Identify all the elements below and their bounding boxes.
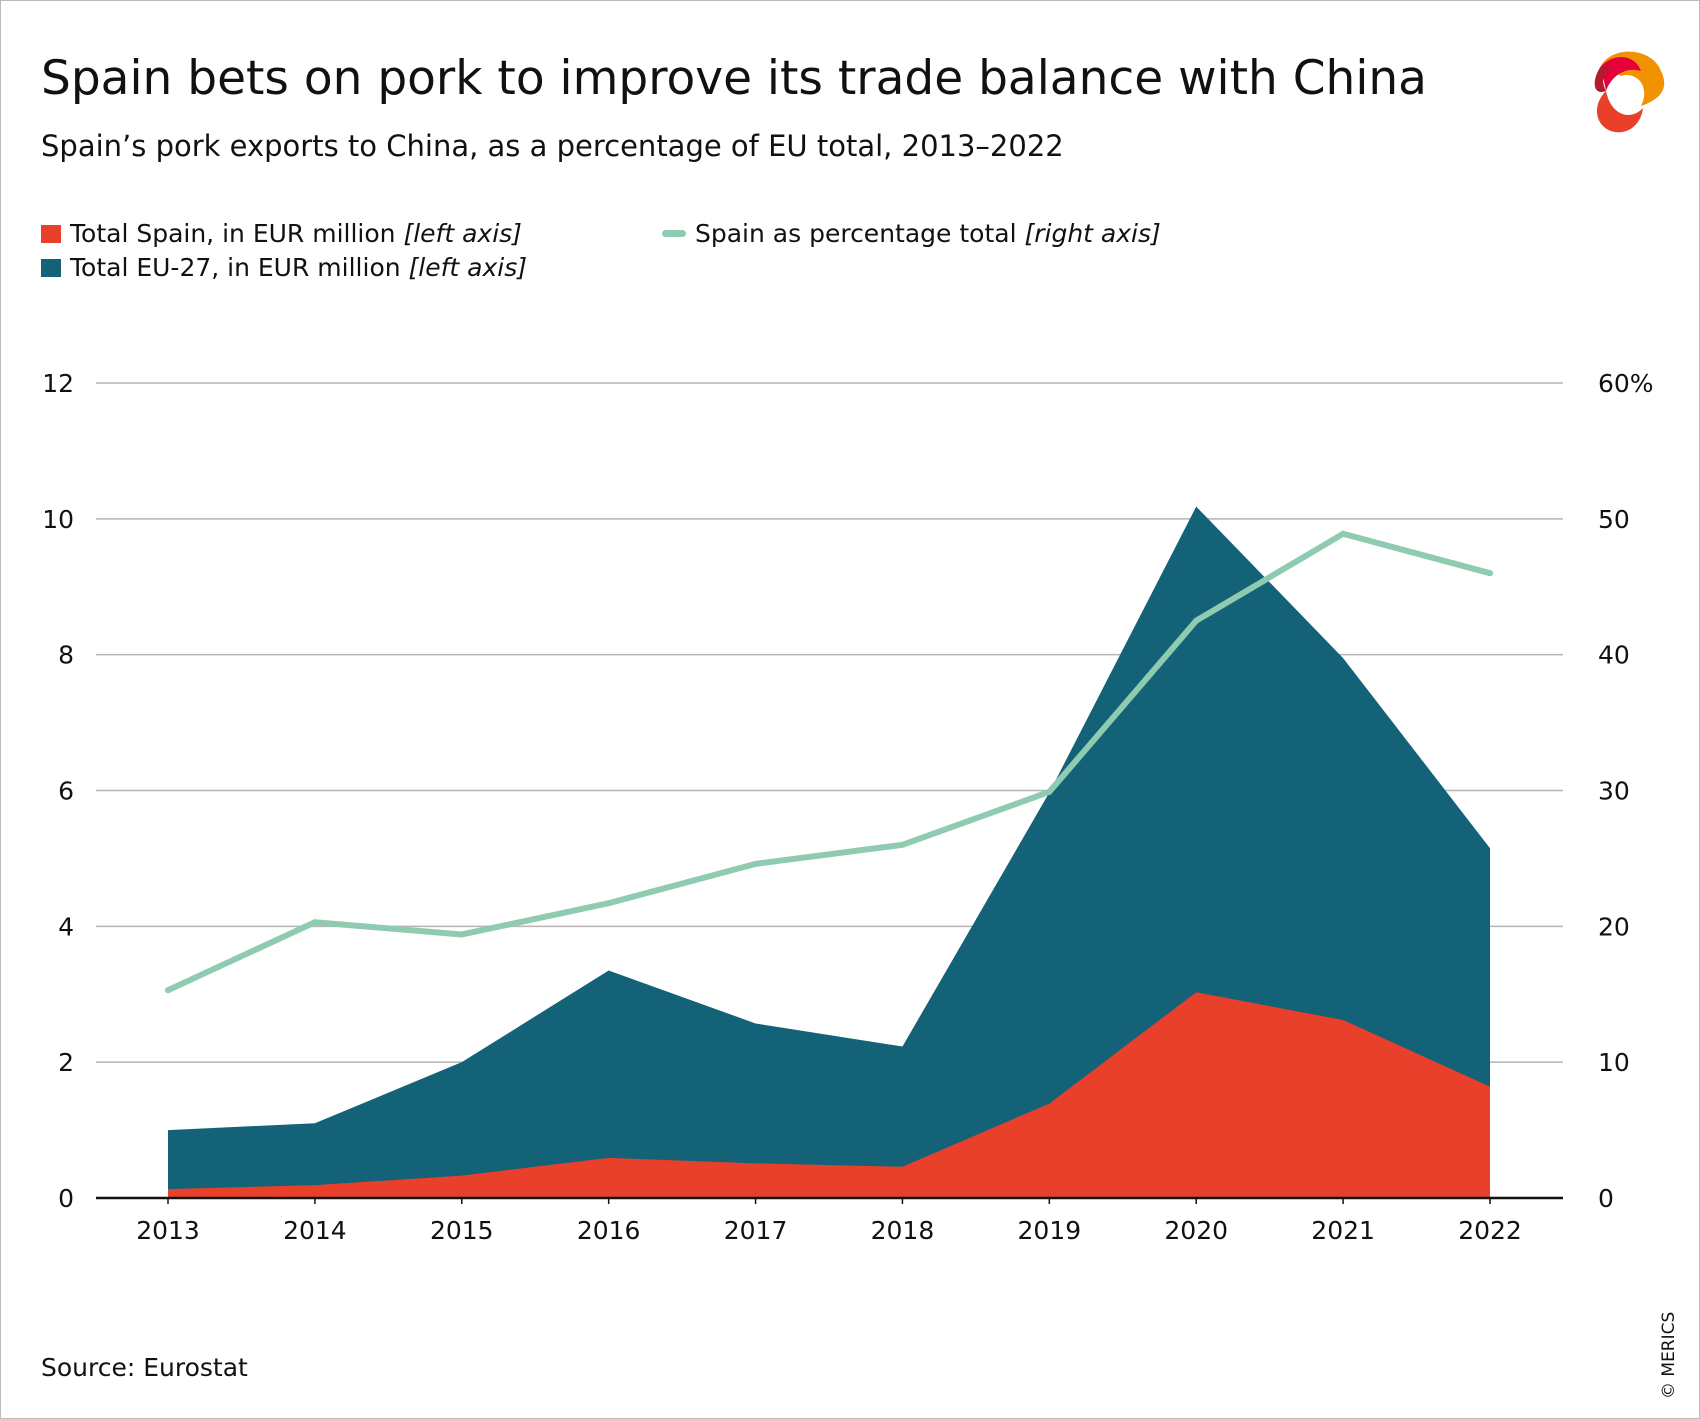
y-right-tick-label: 50 bbox=[1598, 505, 1630, 534]
y-right-tick-label: 20 bbox=[1598, 912, 1630, 941]
line-point bbox=[1046, 788, 1053, 795]
source-note: Source: Eurostat bbox=[41, 1353, 248, 1382]
line-point bbox=[605, 900, 612, 907]
legend-swatch-percentage bbox=[662, 230, 686, 237]
copyright-credit: © MERICS bbox=[1659, 1311, 1679, 1399]
x-tick-label: 2019 bbox=[1018, 1216, 1082, 1245]
line-point bbox=[165, 987, 171, 994]
area-series-1 bbox=[168, 992, 1490, 1198]
line-point bbox=[1340, 530, 1347, 537]
x-tick-label: 2013 bbox=[136, 1216, 200, 1245]
y-left-tick-label: 8 bbox=[58, 641, 74, 670]
x-tick-label: 2014 bbox=[283, 1216, 347, 1245]
x-tick-label: 2017 bbox=[724, 1216, 788, 1245]
legend-swatch-spain bbox=[41, 224, 61, 243]
merics-logo bbox=[1594, 51, 1665, 133]
y-right-tick-label: 10 bbox=[1598, 1048, 1630, 1077]
legend-label: Total EU-27, in EUR million bbox=[70, 253, 409, 282]
legend-item-spain: Total Spain, in EUR million [left axis] bbox=[41, 219, 522, 248]
x-tick-label: 2020 bbox=[1164, 1216, 1228, 1245]
line-point bbox=[1193, 617, 1200, 624]
legend-swatch-eu27 bbox=[41, 258, 61, 277]
x-tick-label: 2016 bbox=[577, 1216, 641, 1245]
y-left-tick-label: 6 bbox=[58, 777, 74, 806]
legend-label: Spain as percentage total bbox=[695, 219, 1025, 248]
line-point bbox=[899, 841, 906, 848]
x-tick-label: 2018 bbox=[871, 1216, 935, 1245]
y-right-tick-label: 40 bbox=[1598, 641, 1630, 670]
y-right-tick-label: 30 bbox=[1598, 777, 1630, 806]
y-right-tick-label: 0 bbox=[1598, 1184, 1614, 1213]
line-point bbox=[458, 931, 465, 938]
legend-item-percentage: Spain as percentage total [right axis] bbox=[662, 219, 1161, 248]
chart-subtitle: Spain’s pork exports to China, as a perc… bbox=[41, 129, 1064, 163]
legend-axis: [left axis] bbox=[408, 253, 528, 282]
legend-axis: [left axis] bbox=[403, 219, 522, 248]
y-left-tick-label: 0 bbox=[58, 1184, 74, 1213]
x-tick-label: 2021 bbox=[1311, 1216, 1375, 1245]
y-left-tick-label: 4 bbox=[58, 912, 74, 941]
legend-label: Total Spain, in EUR million bbox=[70, 219, 404, 248]
x-tick-label: 2022 bbox=[1458, 1216, 1522, 1245]
line-point bbox=[311, 919, 318, 926]
line-series-percentage bbox=[165, 530, 1493, 994]
y-left-tick-label: 2 bbox=[58, 1048, 74, 1077]
y-left-tick-label: 12 bbox=[42, 369, 74, 398]
y-right-tick-label: 60% bbox=[1598, 369, 1654, 398]
legend-item-eu27: Total EU-27, in EUR million [left axis] bbox=[41, 253, 527, 282]
chart-title: Spain bets on pork to improve its trade … bbox=[41, 51, 1427, 106]
legend-axis: [right axis] bbox=[1024, 219, 1161, 248]
x-tick-label: 2015 bbox=[430, 1216, 494, 1245]
line-point bbox=[752, 860, 759, 867]
y-left-tick-label: 10 bbox=[42, 505, 74, 534]
line-point bbox=[1487, 570, 1493, 577]
